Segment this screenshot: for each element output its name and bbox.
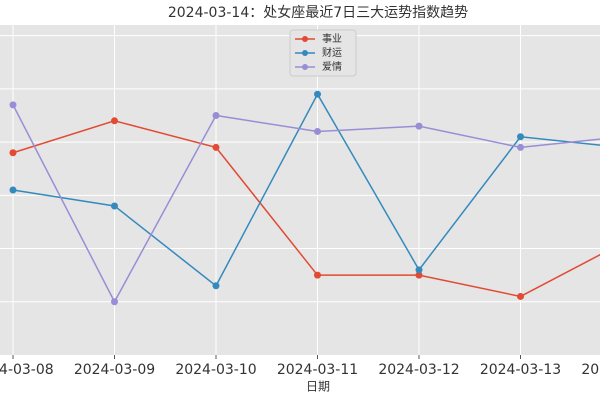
data-point — [9, 149, 17, 157]
chart-title: 2024-03-14：处女座最近7日三大运势指数趋势 — [168, 4, 468, 21]
x-axis-label: 日期 — [306, 380, 330, 394]
data-point — [9, 186, 17, 194]
legend-label: 事业 — [322, 32, 342, 45]
data-point — [314, 90, 321, 98]
legend-marker — [302, 36, 308, 42]
data-point — [415, 266, 423, 274]
data-point — [314, 271, 321, 279]
data-point — [111, 117, 118, 125]
lines — [9, 90, 600, 306]
data-point — [517, 292, 524, 300]
x-tick-label: 2024-03-14 — [581, 362, 600, 378]
data-point — [314, 127, 321, 135]
legend-marker — [302, 64, 308, 70]
data-point — [111, 298, 118, 306]
legend-label: 爱情 — [322, 60, 342, 73]
data-point — [517, 133, 524, 141]
legend-marker — [302, 50, 308, 56]
legend-label: 财运 — [322, 46, 342, 59]
x-tick-label: 2024-03-11 — [277, 362, 358, 378]
data-point — [415, 122, 423, 130]
data-point — [212, 143, 220, 151]
data-point — [111, 202, 118, 210]
x-tick-label: 2024-03-13 — [480, 362, 561, 378]
x-tick-label: 2024-03-09 — [74, 362, 155, 378]
data-point — [415, 271, 423, 279]
plot-area — [0, 25, 600, 355]
x-tick-label: 2024-03-12 — [378, 362, 459, 378]
data-point — [212, 282, 220, 290]
x-tick-label: 2024-03-08 — [0, 362, 54, 378]
data-point — [212, 111, 220, 119]
data-point — [9, 101, 17, 109]
x-tick-label: 2024-03-10 — [175, 362, 256, 378]
data-point — [517, 143, 524, 151]
